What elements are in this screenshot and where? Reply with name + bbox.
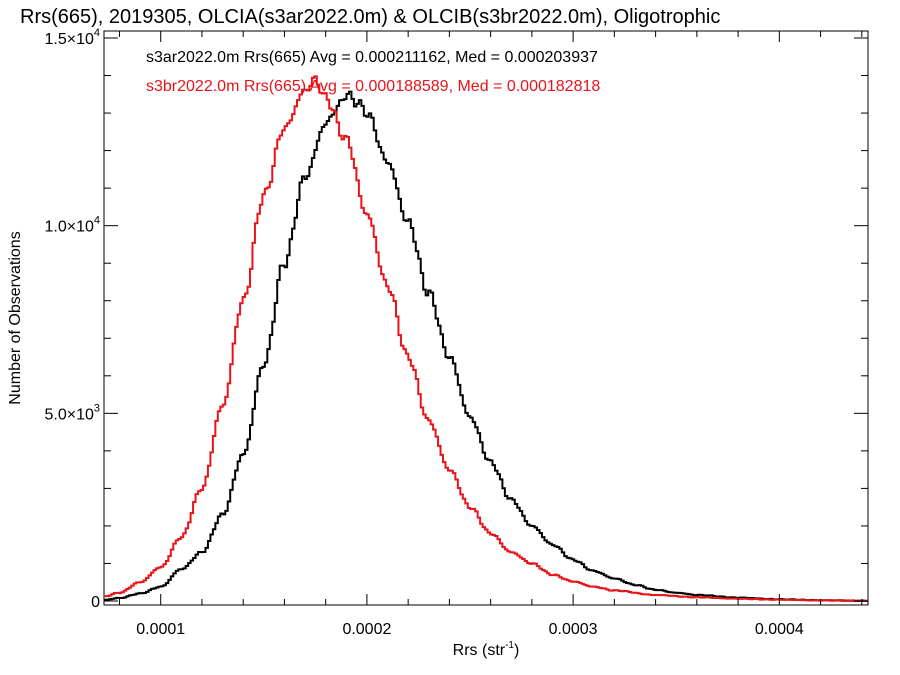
y-tick-label: 1.0×104 [44, 215, 100, 236]
ticks-layer: 0.0001 0.0002 0.0003 0.000405.0×1031.0×1041… [44, 27, 868, 638]
chart-title: Rrs(665), 2019305, OLCIA(s3ar2022.0m) & … [20, 6, 720, 28]
x-tick-label: 0.0002 [342, 621, 391, 638]
y-tick-label-mantissa: 1.0×10 [44, 219, 93, 236]
series-layer [104, 75, 868, 602]
y-tick-label: 5.0×103 [44, 402, 100, 423]
x-axis-label-main: Rrs (str [453, 642, 506, 659]
y-tick-label: 0 [91, 594, 100, 611]
y-tick-label-exponent: 3 [94, 402, 100, 414]
y-tick-label-exponent: 4 [94, 215, 100, 227]
y-tick-label-mantissa: 0 [91, 594, 100, 611]
y-tick-label-mantissa: 1.5×10 [44, 31, 93, 48]
y-tick-label: 1.5×104 [44, 27, 100, 48]
x-axis-label-exponent: -1 [505, 640, 514, 651]
series-line-s3ar [104, 90, 868, 602]
y-axis-label: Number of Observations [7, 231, 24, 404]
x-tick-label: 0.0004 [755, 621, 804, 638]
legend-entry-s3br: s3br2022.0m Rrs(665) Avg = 0.000188589, … [146, 78, 600, 95]
y-tick-label-mantissa: 5.0×10 [44, 406, 93, 423]
legend-entry-s3ar: s3ar2022.0m Rrs(665) Avg = 0.000211162, … [146, 49, 598, 66]
series-line-s3br [104, 75, 868, 602]
x-axis-label: Rrs (str-1) [453, 640, 520, 659]
x-tick-label: 0.0001 [136, 621, 185, 638]
x-axis-label-close: ) [514, 642, 519, 659]
plot-frame [103, 30, 869, 606]
y-tick-label-exponent: 4 [94, 27, 100, 39]
x-tick-label: 0.0003 [549, 621, 598, 638]
